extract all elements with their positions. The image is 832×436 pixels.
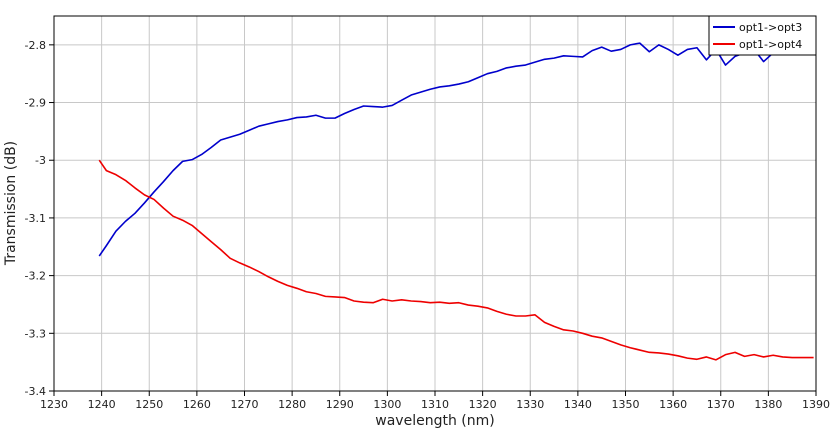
series-line-1 [98,42,814,257]
x-tick-label: 1360 [659,398,687,411]
x-tick-label: 1290 [326,398,354,411]
legend-label-2: opt1->opt4 [739,38,802,51]
x-tick-label: 1340 [564,398,592,411]
y-tick-label: -2.9 [25,97,46,110]
x-tick-label: 1390 [802,398,830,411]
legend-label-1: opt1->opt3 [739,21,802,34]
x-tick-label: 1370 [707,398,735,411]
legend: opt1->opt3 opt1->opt4 [708,15,817,56]
x-axis-ticks: 1230 1240 1250 1260 1270 1280 1290 1300 1310 1320… [40,391,830,411]
x-tick-label: 1300 [373,398,401,411]
x-tick-label: 1320 [469,398,497,411]
y-tick-label: -3.1 [25,212,46,225]
series-line-2 [98,159,814,361]
grid-lines [53,16,817,392]
x-tick-label: 1270 [231,398,259,411]
x-tick-label: 1330 [516,398,544,411]
y-axis-ticks: -3.4 -3.3 -3.2 -3.1 -3 -2.9 -2.8 [25,39,54,398]
x-tick-label: 1350 [612,398,640,411]
x-tick-label: 1260 [183,398,211,411]
x-axis-title: wavelength (nm) [375,413,494,429]
x-tick-label: 1310 [421,398,449,411]
x-tick-label: 1280 [278,398,306,411]
y-tick-label: -3.4 [25,385,46,398]
x-tick-label: 1380 [754,398,782,411]
legend-box [708,15,817,56]
y-tick-label: -3 [35,154,46,167]
y-tick-label: -3.3 [25,327,46,340]
y-tick-label: -3.2 [25,270,46,283]
y-axis-title: Transmission (dB) [3,141,19,266]
x-tick-label: 1250 [135,398,163,411]
x-tick-label: 1240 [88,398,116,411]
y-tick-label: -2.8 [25,39,46,52]
series-layer [98,42,814,361]
x-tick-label: 1230 [40,398,68,411]
